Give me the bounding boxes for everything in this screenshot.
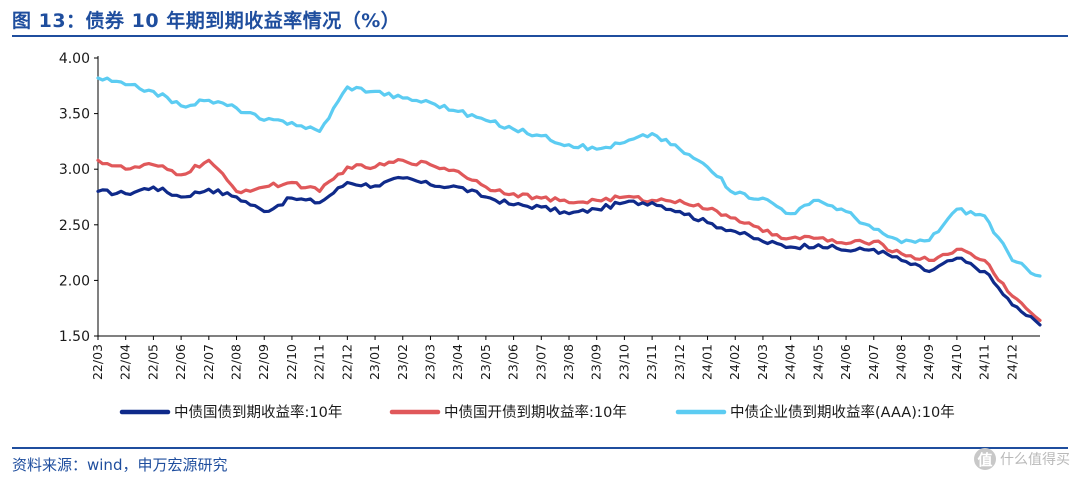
y-tick-label: 1.50 <box>59 329 90 345</box>
watermark-logo-icon: 值 <box>974 448 996 470</box>
x-tick-label: 23/07 <box>533 344 548 380</box>
x-tick-label: 22/09 <box>256 344 271 380</box>
title-divider <box>12 35 1068 37</box>
y-tick-label: 2.50 <box>59 218 90 234</box>
series-line-1 <box>96 158 1042 322</box>
x-tick-label: 22/04 <box>118 344 133 380</box>
line-chart: 1.50 2.00 2.50 3.00 3.50 4.00 22/03 22/04 22/05… <box>59 51 1042 421</box>
watermark-text: 什么值得买 <box>1000 452 1070 468</box>
source-note: 资料来源：wind，申万宏源研究 <box>12 456 228 474</box>
x-tick-label: 23/09 <box>589 344 604 380</box>
series-line-0 <box>96 175 1042 327</box>
x-tick-label: 24/05 <box>810 344 825 380</box>
x-tick-label: 22/05 <box>145 344 160 380</box>
x-tick-label: 24/01 <box>700 344 715 380</box>
x-tick-label: 22/08 <box>229 344 244 380</box>
chart-axes <box>97 56 1040 337</box>
series-lines <box>96 76 1042 327</box>
y-tick-label: 4.00 <box>59 51 90 67</box>
x-tick-label: 22/11 <box>312 344 327 380</box>
x-tick-label: 23/11 <box>644 344 659 380</box>
y-tick-label: 3.00 <box>59 162 90 178</box>
y-tick-label: 3.50 <box>59 107 90 123</box>
footer-divider <box>12 447 1068 449</box>
x-tick-label: 22/12 <box>339 344 354 380</box>
x-tick-label: 23/05 <box>478 344 493 380</box>
x-tick-label: 24/04 <box>783 344 798 380</box>
chart-title: 图 13：债券 10 年期到期收益率情况（%） <box>12 10 401 32</box>
x-tick-label: 23/12 <box>672 344 687 380</box>
y-axis-ticks: 1.50 2.00 2.50 3.00 3.50 4.00 <box>59 51 98 345</box>
x-tick-label: 24/02 <box>727 344 742 380</box>
x-axis-ticks: 22/03 22/04 22/05 22/06 22/07 22/08 22/09 22/10… <box>90 336 1019 380</box>
x-tick-label: 23/10 <box>616 344 631 380</box>
x-tick-label: 24/06 <box>838 344 853 380</box>
legend-label-1: 中债国开债到期收益率:10年 <box>444 404 627 421</box>
legend-label-2: 中债企业债到期收益率(AAA):10年 <box>730 403 955 421</box>
x-tick-label: 23/03 <box>422 344 437 380</box>
x-tick-label: 24/11 <box>977 344 992 380</box>
legend-label-0: 中债国债到期收益率:10年 <box>174 404 342 421</box>
x-tick-label: 23/08 <box>561 344 576 380</box>
x-tick-label: 22/06 <box>173 344 188 380</box>
series-line-2 <box>96 76 1042 278</box>
x-tick-label: 23/01 <box>367 344 382 380</box>
x-tick-label: 24/07 <box>866 344 881 380</box>
x-tick-label: 24/03 <box>755 344 770 380</box>
x-tick-label: 23/06 <box>506 344 521 380</box>
x-tick-label: 24/08 <box>893 344 908 380</box>
x-tick-label: 23/02 <box>395 344 410 380</box>
x-tick-label: 22/10 <box>284 344 299 380</box>
x-tick-label: 24/09 <box>921 344 936 380</box>
x-tick-label: 24/12 <box>1004 344 1019 380</box>
x-tick-label: 23/04 <box>450 344 465 380</box>
legend: 中债国债到期收益率:10年 中债国开债到期收益率:10年 中债企业债到期收益率(AA… <box>119 403 955 421</box>
y-tick-label: 2.00 <box>59 273 90 289</box>
x-tick-label: 24/10 <box>949 344 964 380</box>
watermark: 值 什么值得买 <box>974 448 1070 470</box>
x-tick-label: 22/03 <box>90 344 105 380</box>
x-tick-label: 22/07 <box>201 344 216 380</box>
